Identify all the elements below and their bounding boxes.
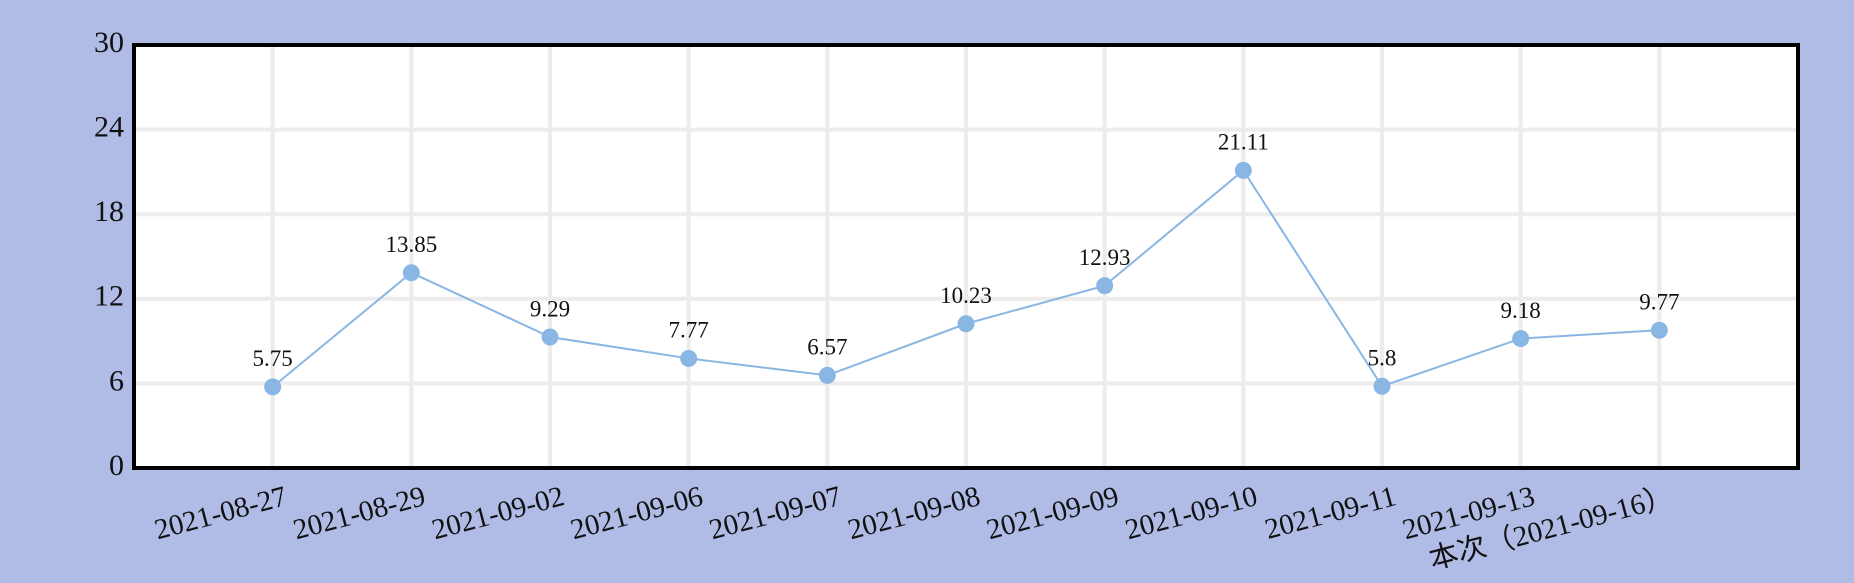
point	[264, 378, 282, 396]
point	[1096, 277, 1114, 295]
point	[541, 328, 559, 346]
data-label: 10.23	[940, 283, 992, 308]
point	[1373, 377, 1391, 395]
data-label: 6.57	[807, 335, 847, 360]
y-tick-label: 30	[94, 26, 124, 59]
y-tick-label: 18	[94, 195, 124, 228]
y-tick-label: 24	[94, 110, 124, 143]
data-label: 21.11	[1218, 130, 1269, 155]
point	[1234, 161, 1252, 179]
point	[402, 264, 420, 282]
point	[1650, 321, 1668, 339]
data-label: 7.77	[669, 318, 709, 343]
data-label: 13.85	[385, 232, 437, 257]
data-label: 9.29	[530, 296, 570, 321]
point	[818, 366, 836, 384]
y-tick-label: 12	[94, 280, 124, 313]
data-label: 9.77	[1639, 290, 1679, 315]
data-label: 9.18	[1501, 298, 1541, 323]
point	[1512, 330, 1530, 348]
data-label: 12.93	[1079, 245, 1131, 270]
plot-border	[132, 43, 1800, 470]
point	[680, 349, 698, 367]
data-label: 5.8	[1368, 346, 1397, 371]
y-tick-label: 6	[109, 364, 124, 397]
point	[957, 315, 975, 333]
data-label: 5.75	[253, 346, 293, 371]
marks: 5.75 13.85 9.29 7.77 6.57 10.23 12.93 21.11 5.8 9…	[253, 130, 1679, 396]
y-tick-label: 0	[109, 449, 124, 482]
